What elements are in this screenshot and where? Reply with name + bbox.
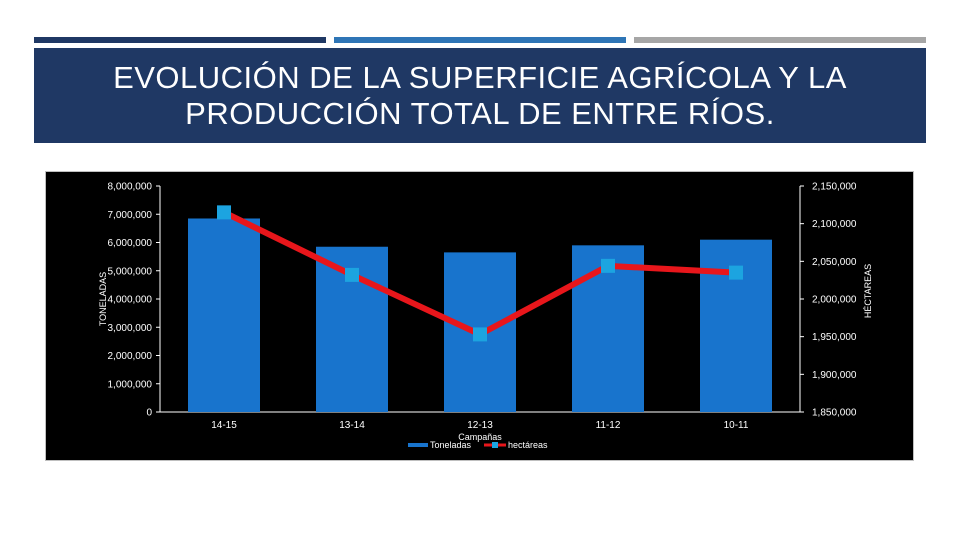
y-tick-label: 7,000,000 [108, 210, 153, 221]
bar-toneladas [572, 245, 644, 412]
y2-tick-label: 2,050,000 [812, 257, 857, 268]
legend-marker-hectareas [492, 442, 498, 448]
legend-label-toneladas: Toneladas [430, 440, 472, 450]
y2-tick-label: 2,100,000 [812, 219, 857, 230]
marker-hectareas [601, 258, 615, 273]
y-tick-label: 6,000,000 [108, 238, 153, 249]
header-stripe-2 [334, 37, 626, 43]
y-tick-label: 5,000,000 [108, 266, 153, 277]
x-tick-label: 14-15 [211, 420, 237, 431]
y2-tick-label: 2,000,000 [812, 295, 857, 306]
title-banner: EVOLUCIÓN DE LA SUPERFICIE AGRÍCOLA Y LA… [34, 48, 926, 143]
x-tick-label: 10-11 [724, 420, 749, 431]
marker-hectareas [217, 205, 231, 220]
bar-toneladas [188, 218, 260, 412]
slide-title: EVOLUCIÓN DE LA SUPERFICIE AGRÍCOLA Y LA… [113, 59, 847, 131]
y-tick-label: 0 [146, 408, 152, 419]
x-axis-title: Campañas [458, 432, 502, 442]
y2-tick-label: 1,850,000 [812, 408, 857, 419]
marker-hectareas [473, 327, 487, 342]
y-tick-label: 3,000,000 [108, 323, 153, 334]
bar-toneladas [700, 239, 772, 412]
header-stripe-1 [34, 37, 326, 43]
marker-hectareas [345, 267, 359, 282]
y-tick-label: 1,000,000 [108, 379, 153, 390]
y2-tick-label: 2,150,000 [812, 182, 857, 193]
y-tick-label: 2,000,000 [108, 351, 153, 362]
y2-axis-title: HÉCTAREAS [863, 264, 873, 318]
x-tick-label: 11-12 [596, 420, 621, 431]
x-tick-label: 13-14 [339, 420, 365, 431]
y-axis-title: TONELADAS [98, 272, 108, 326]
y2-tick-label: 1,900,000 [812, 370, 857, 381]
header-stripe-3 [634, 37, 926, 43]
legend-swatch-toneladas [408, 443, 428, 447]
x-tick-label: 12-13 [467, 420, 493, 431]
y-tick-label: 8,000,000 [108, 182, 153, 193]
marker-hectareas [729, 265, 743, 280]
y2-tick-label: 1,950,000 [812, 332, 857, 343]
y-tick-label: 4,000,000 [108, 295, 153, 306]
legend-label-hectareas: hectáreas [508, 440, 548, 450]
